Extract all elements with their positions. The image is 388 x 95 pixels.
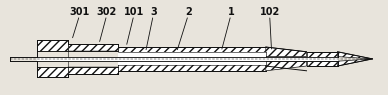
Polygon shape xyxy=(266,57,338,61)
Polygon shape xyxy=(118,61,266,65)
Polygon shape xyxy=(338,59,372,66)
Text: 102: 102 xyxy=(260,7,280,17)
Polygon shape xyxy=(68,67,118,74)
Text: 101: 101 xyxy=(124,7,144,17)
Text: 302: 302 xyxy=(97,7,117,17)
Polygon shape xyxy=(118,61,266,71)
Text: 2: 2 xyxy=(185,7,192,17)
Polygon shape xyxy=(37,40,68,51)
Polygon shape xyxy=(37,57,266,61)
Polygon shape xyxy=(118,52,266,57)
Polygon shape xyxy=(266,61,307,71)
Text: 301: 301 xyxy=(69,7,90,17)
Polygon shape xyxy=(37,67,68,77)
Polygon shape xyxy=(118,47,266,57)
Polygon shape xyxy=(266,47,307,57)
Text: 1: 1 xyxy=(227,7,234,17)
Polygon shape xyxy=(307,61,338,66)
Text: 3: 3 xyxy=(150,7,157,17)
Polygon shape xyxy=(307,52,338,57)
Polygon shape xyxy=(68,44,118,51)
Polygon shape xyxy=(338,52,372,59)
